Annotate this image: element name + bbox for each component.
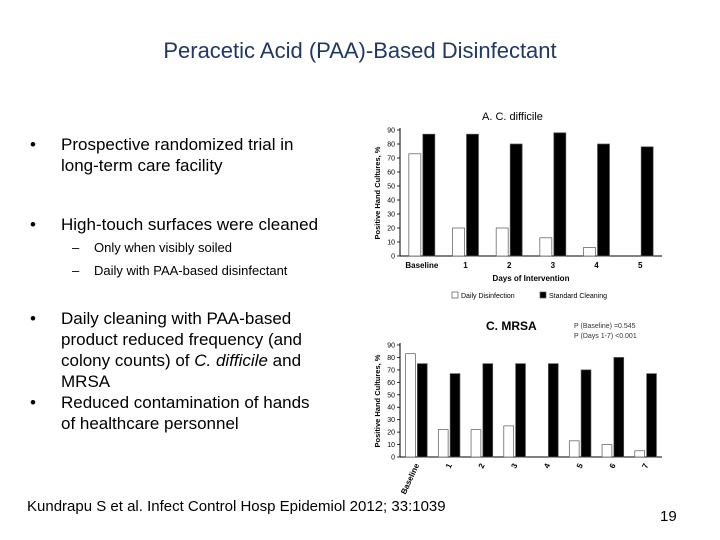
bar-standard-cleaning	[515, 363, 526, 458]
y-tick-label: 50	[387, 184, 395, 191]
sub-bullet-dash: –	[72, 263, 80, 278]
x-tick-label: 3	[509, 462, 519, 470]
bar-standard-cleaning	[466, 133, 479, 257]
bar-daily-disinfection	[539, 237, 553, 257]
y-tick-label: 80	[387, 355, 395, 362]
bar-standard-cleaning	[422, 133, 436, 257]
x-tick-label: 5	[638, 261, 643, 270]
bullet-line: Daily cleaning with PAA-based	[61, 309, 292, 328]
y-tick-label: 0	[391, 455, 395, 462]
y-tick-label: 30	[387, 417, 395, 424]
y-tick-label: 10	[387, 442, 395, 449]
sub-bullet-dash: –	[72, 240, 80, 255]
legend-label: Daily Disinfection	[461, 293, 515, 300]
bar-standard-cleaning	[640, 146, 654, 257]
x-tick-label: 3	[551, 261, 556, 270]
x-tick-label: 5	[575, 462, 585, 470]
bar-standard-cleaning	[509, 143, 523, 257]
chart-annotation: P (Baseline) =0.545	[574, 323, 636, 330]
legend-swatch	[451, 291, 459, 299]
bar-standard-cleaning	[417, 363, 428, 458]
y-tick-label: 70	[387, 367, 395, 374]
bullet-line: long-term care facility	[61, 156, 223, 175]
x-tick-label: 4	[542, 462, 552, 470]
chart-title: A. C. difficile	[482, 111, 543, 123]
bullet-line: Reduced contamination of hands	[61, 393, 310, 412]
x-axis-label: Days of Intervention	[493, 274, 570, 283]
y-tick-label: 50	[387, 392, 395, 399]
bullet-line: MRSA	[61, 372, 111, 391]
x-tick-label: 1	[444, 462, 454, 470]
bar-daily-disinfection	[601, 444, 613, 458]
sub-bullet-text: Daily with PAA-based disinfectant	[94, 263, 288, 278]
y-tick-label: 40	[387, 198, 395, 205]
y-tick-label: 80	[387, 142, 395, 149]
bar-standard-cleaning	[449, 373, 461, 458]
bar-daily-disinfection	[437, 429, 449, 458]
bullet-dot: •	[30, 215, 36, 234]
chart-mrsa: C. MRSA 0 10 20 30 40 50 60 70 80 90 Positive Hand …	[373, 319, 662, 496]
page-number: 19	[660, 508, 677, 525]
x-tick-label: 4	[594, 261, 599, 270]
y-tick-label: 60	[387, 380, 395, 387]
x-tick-label: Baseline	[405, 261, 438, 270]
bullet-line: product reduced frequency (and	[61, 330, 302, 349]
slide-title: Peracetic Acid (PAA)-Based Disinfectant	[163, 38, 557, 63]
bar-standard-cleaning	[646, 373, 657, 458]
bar-daily-disinfection	[408, 153, 422, 257]
x-tick-label: Baseline	[399, 462, 421, 496]
y-tick-label: 0	[391, 254, 395, 261]
bar-standard-cleaning	[553, 132, 567, 257]
x-tick-label: 7	[640, 462, 650, 470]
y-tick-label: 20	[387, 226, 395, 233]
bullet-line: Prospective randomized trial in	[61, 135, 294, 154]
y-tick-label: 70	[387, 156, 395, 163]
bar-daily-disinfection	[583, 247, 596, 257]
y-tick-label: 40	[387, 405, 395, 412]
legend-label: Standard Cleaning	[549, 293, 607, 300]
chart-c-difficile: A. C. difficile 0 10 20 30 40 50 60 70 80 90 Positi…	[373, 111, 662, 300]
chart-title: C. MRSA	[486, 319, 537, 333]
bullet-dot: •	[30, 393, 36, 412]
bar-daily-disinfection	[470, 429, 482, 458]
y-tick-label: 20	[387, 430, 395, 437]
x-tick-label: 6	[608, 462, 618, 470]
x-tick-label: 2	[507, 261, 512, 270]
y-axis-label: Positive Hand Cultures, %	[373, 146, 382, 239]
bullet-dot: •	[30, 135, 36, 154]
y-tick-label: 60	[387, 170, 395, 177]
bullet-line: colony counts) of C. difficile and	[61, 351, 302, 370]
bullet-line: of healthcare personnel	[61, 414, 239, 433]
bar-standard-cleaning	[613, 357, 625, 458]
x-tick-label: 1	[463, 261, 468, 270]
bar-daily-disinfection	[568, 440, 580, 458]
bar-standard-cleaning	[548, 363, 559, 458]
bullet-line: High-touch surfaces were cleaned	[61, 215, 319, 234]
legend-swatch	[539, 291, 547, 299]
y-tick-label: 10	[387, 240, 395, 247]
y-tick-label: 30	[387, 212, 395, 219]
chart-annotation: P (Days 1-7) <0.001	[574, 333, 637, 340]
bar-standard-cleaning	[580, 369, 592, 458]
bar-daily-disinfection	[452, 227, 465, 257]
bar-standard-cleaning	[482, 363, 494, 458]
bullet-dot: •	[30, 309, 36, 328]
sub-bullet-text: Only when visibly soiled	[94, 240, 233, 255]
citation: Kundrapu S et al. Infect Control Hosp Ep…	[27, 498, 446, 515]
y-tick-label: 90	[387, 128, 395, 135]
y-axis-label: Positive Hand Cultures, %	[373, 354, 382, 447]
bar-daily-disinfection	[495, 227, 509, 257]
bar-daily-disinfection	[503, 425, 514, 458]
x-tick-label: 2	[477, 462, 487, 470]
bar-standard-cleaning	[597, 143, 610, 257]
bar-daily-disinfection	[405, 353, 416, 458]
y-tick-label: 90	[387, 343, 395, 350]
bar-daily-disinfection	[634, 450, 645, 458]
